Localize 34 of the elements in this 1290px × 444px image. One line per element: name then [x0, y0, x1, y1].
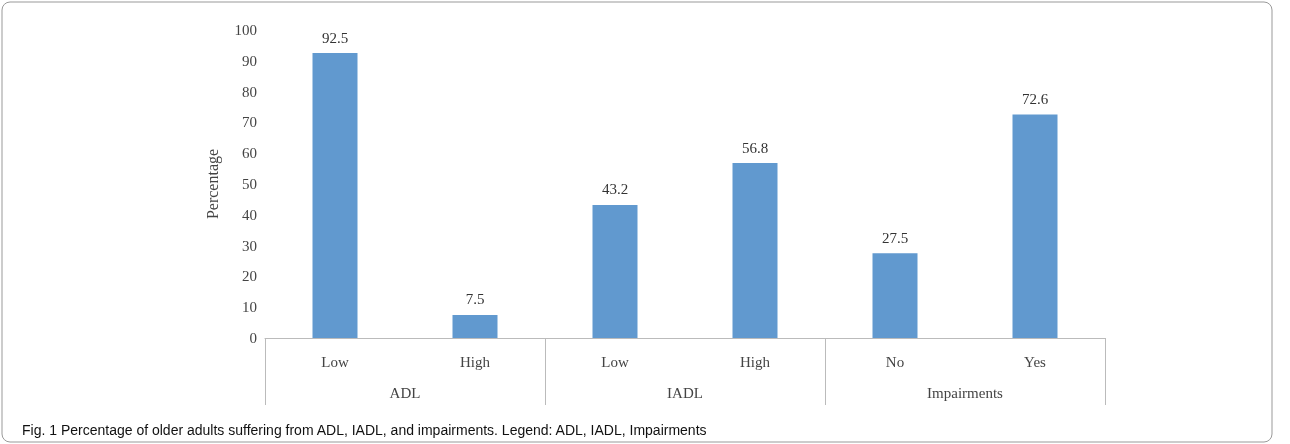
y-tick-label: 80: [242, 83, 257, 100]
bar: [312, 53, 358, 338]
y-tick-label: 30: [242, 237, 257, 254]
data-label: 43.2: [601, 181, 629, 198]
y-tick-label: 10: [242, 299, 257, 316]
text: ADL: [389, 385, 421, 401]
bar: [1012, 114, 1058, 338]
y-tick-label: 70: [242, 114, 257, 131]
x-tick-label: No: [885, 353, 905, 370]
caption: Fig. 1 Percentage of older adults suffering from ADL, IADL, and impairments. Legend: ADL, IADL, Impairments: [22, 422, 707, 438]
data-label: 27.5: [881, 229, 909, 246]
bar: [452, 314, 498, 338]
y-tick-label: 0: [249, 330, 257, 346]
bar: [732, 163, 778, 338]
y-tick-label: 40: [242, 206, 257, 223]
y-tick-label: 100: [234, 22, 257, 38]
bar: [592, 204, 638, 338]
text: IADL: [667, 385, 703, 401]
x-tick-label: High: [460, 353, 491, 370]
x-tick-label: Low: [321, 353, 349, 370]
data-label: 72.6: [1021, 90, 1049, 107]
y-tick-label: 50: [242, 176, 257, 192]
bar: [872, 253, 918, 338]
y-tick-label: 90: [242, 52, 257, 69]
x-tick-label: High: [740, 353, 771, 370]
data-label: 7.5: [465, 291, 485, 308]
text: Impairments: [927, 385, 1004, 401]
x-tick-label: Low: [601, 353, 629, 370]
y-tick-label: 20: [242, 268, 257, 285]
y-axis-title: Percentage: [203, 148, 222, 220]
y-tick-label: 60: [242, 145, 257, 162]
x-tick-label: Yes: [1024, 353, 1047, 370]
data-label: 92.5: [321, 29, 349, 46]
data-label: 56.8: [741, 139, 769, 156]
